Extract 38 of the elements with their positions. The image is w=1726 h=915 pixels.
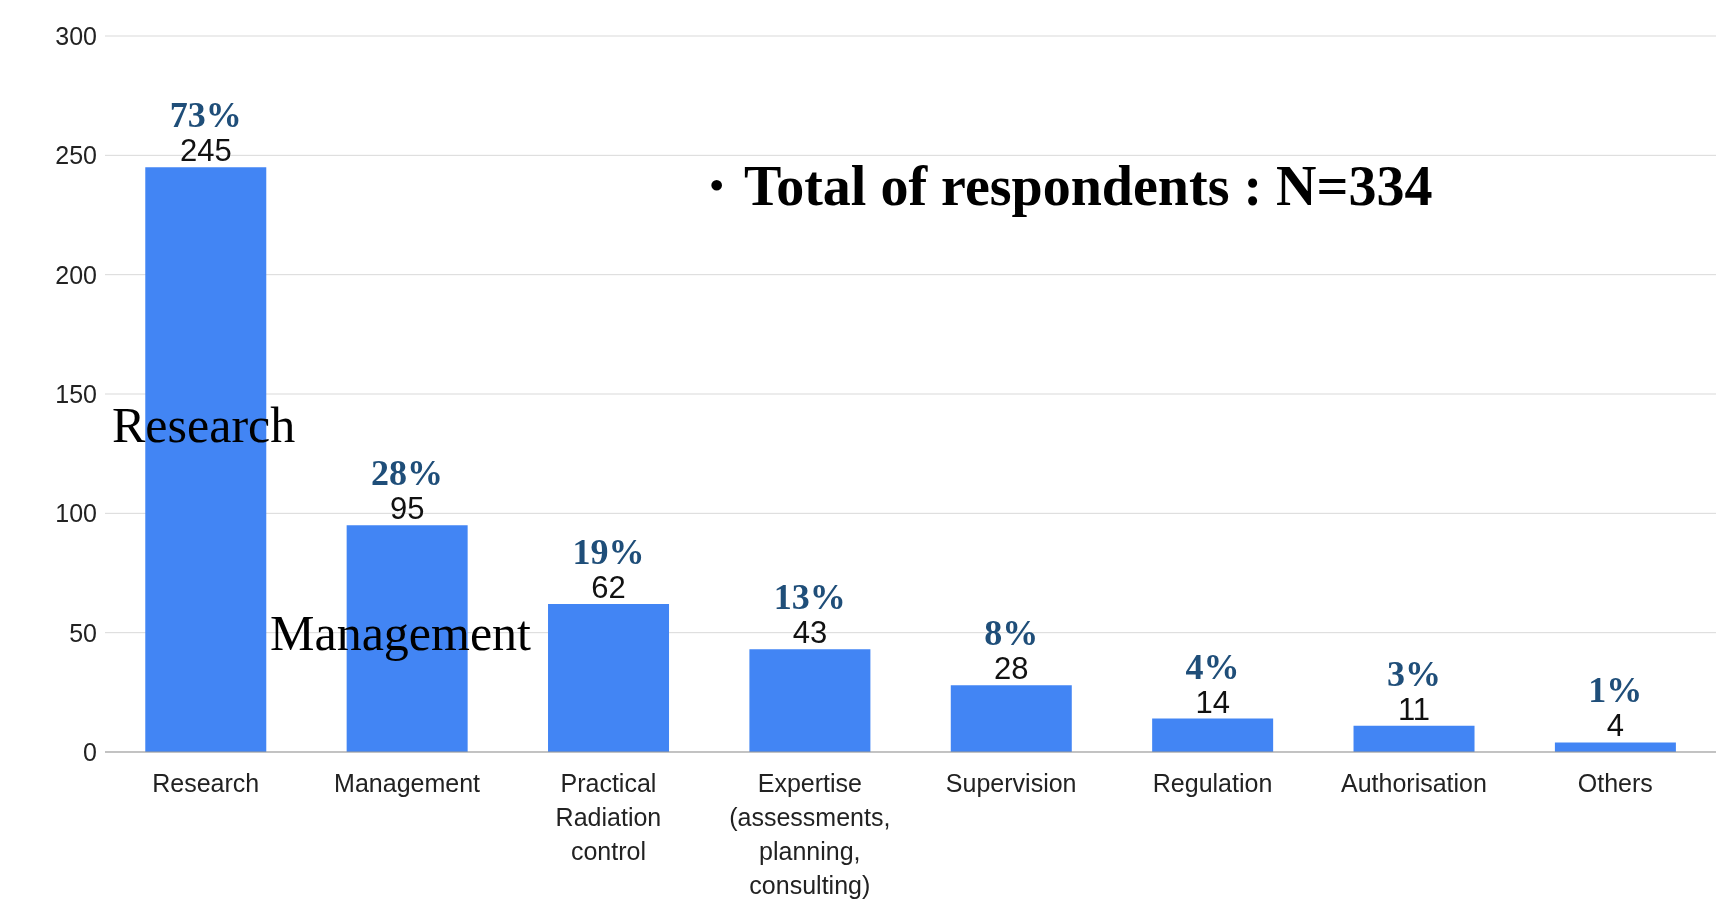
annotation: 19% [572, 532, 645, 573]
bar [1554, 742, 1676, 752]
data-label: 11 [1397, 691, 1431, 727]
bar [950, 685, 1072, 752]
y-tick-label: 250 [55, 141, 97, 170]
x-tick-label: Expertise (assessments, planning, consulting) [729, 769, 891, 899]
data-label: 28 [994, 651, 1029, 687]
y-tick-label: 300 [55, 21, 97, 50]
x-tick-label: Practical Radiation control [555, 769, 662, 865]
x-tick-label: Others [1577, 769, 1653, 797]
y-tick-label: 0 [83, 737, 97, 766]
bar [548, 604, 670, 752]
data-label: 43 [792, 615, 828, 651]
data-label: 95 [389, 491, 425, 527]
x-tick-label: Management [334, 769, 481, 797]
y-tick-label: 200 [55, 260, 97, 289]
data-label: 14 [1195, 684, 1230, 720]
x-tick-label: Regulation [1152, 769, 1273, 797]
y-tick-label: 100 [55, 499, 97, 528]
y-tick-label: 50 [69, 618, 97, 647]
data-label: 4 [1606, 708, 1625, 744]
annotation: ・Total of respondents : N=334 [688, 155, 1433, 217]
bar [1152, 718, 1274, 752]
x-tick-label: Research [152, 769, 260, 797]
x-tick-label: Supervision [945, 769, 1077, 797]
annotation: 13% [773, 577, 846, 618]
annotation: 4% [1185, 646, 1240, 687]
data-label: 245 [179, 133, 232, 169]
y-tick-label: 150 [55, 379, 97, 408]
data-label: 62 [591, 570, 626, 606]
bar [1353, 725, 1475, 752]
x-tick-label: Authorisation [1340, 769, 1487, 797]
annotation: 8% [984, 613, 1039, 654]
annotation: 73% [169, 95, 242, 136]
annotation: 3% [1386, 653, 1441, 694]
bar [749, 649, 871, 752]
annotation: 1% [1588, 670, 1643, 711]
annotation: 28% [371, 453, 444, 494]
